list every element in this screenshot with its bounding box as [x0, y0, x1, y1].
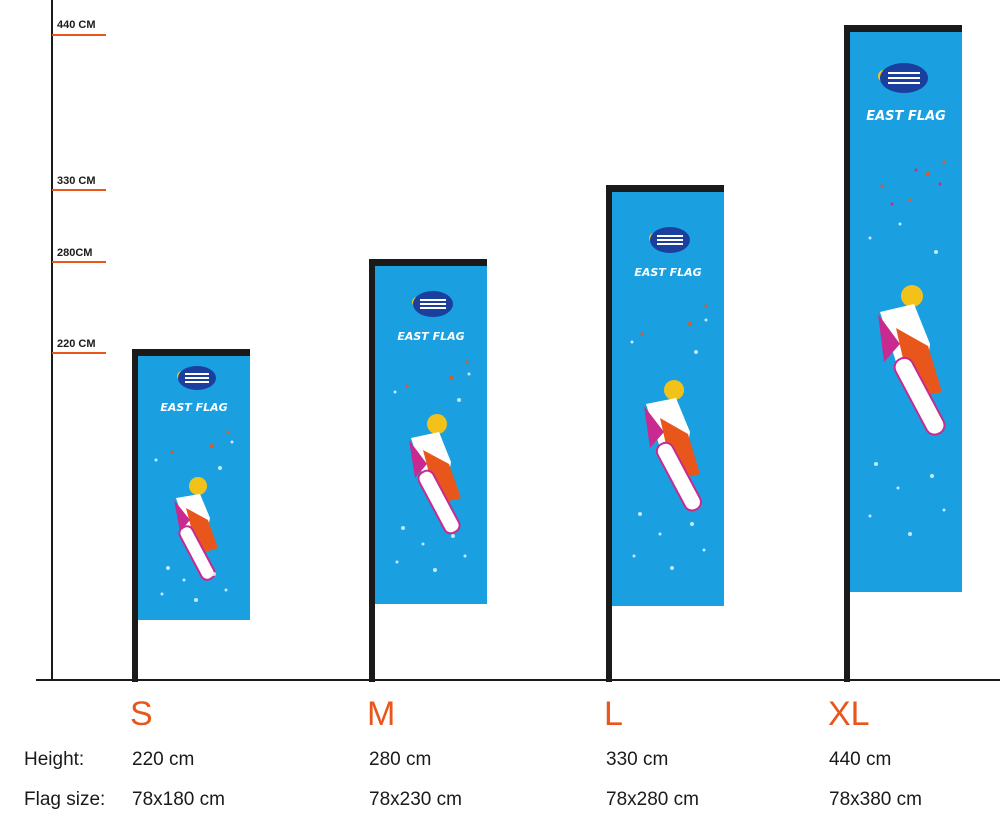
east-flag-logo-icon [412, 291, 453, 317]
size-letter-s: S [130, 695, 153, 733]
height-value-xl: 440 cm [829, 749, 892, 770]
height-row-label: Height: [24, 749, 85, 770]
brand-name: EAST FLAG [397, 330, 464, 343]
height-value-s: 220 cm [132, 749, 195, 770]
scale-label-280: 280CM [57, 247, 93, 259]
height-value-m: 280 cm [369, 749, 432, 770]
flag-size-value-xl: 78x380 cm [829, 789, 922, 810]
flag-top-bar [844, 25, 962, 32]
scale-label-330: 330 CM [57, 175, 96, 187]
height-value-l: 330 cm [606, 749, 669, 770]
size-letter-xl: XL [828, 695, 870, 733]
flag-l: EAST FLAG [606, 185, 724, 682]
flag-top-bar [369, 259, 487, 266]
flag-size-value-m: 78x230 cm [369, 789, 462, 810]
brand-name: EAST FLAG [160, 401, 227, 414]
scale-label-440: 440 CM [57, 19, 96, 31]
flag-pole [369, 262, 375, 682]
flag-banner [612, 192, 724, 606]
brand-name: EAST FLAG [866, 109, 946, 124]
east-flag-logo-icon [177, 366, 216, 390]
flag-size-row-label: Flag size: [24, 789, 106, 810]
flag-size-value-l: 78x280 cm [606, 789, 699, 810]
snowboarder-graphic-icon [393, 360, 471, 572]
flag-pole [132, 352, 138, 682]
flag-top-bar [132, 349, 250, 356]
snowboarder-graphic-icon [154, 430, 234, 602]
flag-pole [844, 28, 850, 682]
size-letter-l: L [604, 695, 623, 733]
flag-xl: EAST FLAG [844, 25, 962, 682]
size-letter-m: M [367, 695, 396, 733]
flag-m: EAST FLAG [369, 259, 487, 682]
flag-size-value-s: 78x180 cm [132, 789, 225, 810]
brand-name: EAST FLAG [634, 266, 701, 279]
east-flag-logo-icon [878, 63, 928, 93]
flag-top-bar [606, 185, 724, 192]
flag-pole [606, 188, 612, 682]
snowboarder-graphic-icon [630, 304, 708, 570]
scale-label-220: 220 CM [57, 338, 96, 350]
snowboarder-graphic-icon [868, 160, 946, 536]
flag-s: EAST FLAG [132, 349, 250, 682]
east-flag-logo-icon [649, 227, 690, 253]
